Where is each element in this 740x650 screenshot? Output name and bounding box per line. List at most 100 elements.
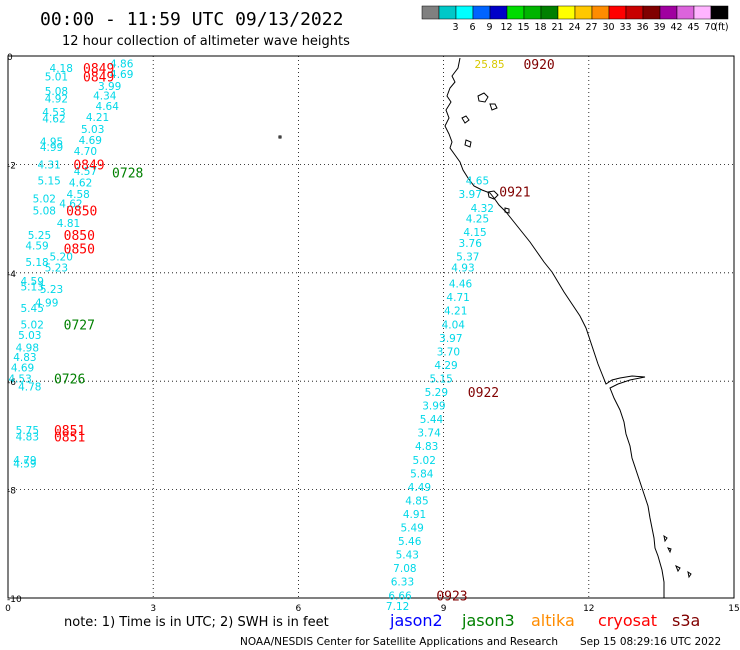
legend-label: (ft)	[714, 22, 728, 33]
swh-value: 4.69	[79, 135, 102, 147]
legend-swatch	[659, 5, 678, 20]
legend-label: 15	[517, 22, 529, 33]
swh-value: 4.86	[110, 59, 134, 71]
footer-credit: NOAA/NESDIS Center for Satellite Applica…	[240, 636, 558, 648]
island-2	[489, 103, 498, 111]
swh-value: 4.71	[446, 292, 469, 304]
y-tick-label: -10	[7, 595, 22, 605]
swh-value: 4.31	[37, 159, 60, 171]
map-frame: 0 3 6 9 12 15 0 -2 -4 -6 -8 -10	[5, 53, 740, 614]
swh-value: 4.18	[50, 63, 73, 75]
swh-value: 5.02	[33, 194, 56, 206]
swh-value: 4.04	[442, 319, 466, 331]
legend-swatch	[540, 5, 559, 20]
swh-value: 4.65	[466, 176, 489, 188]
swh-value: 6.33	[391, 577, 414, 589]
swh-value: 4.79	[13, 455, 36, 467]
legend-swatch	[489, 5, 508, 20]
coastline	[278, 57, 692, 598]
x-tick-label: 3	[150, 604, 156, 614]
legend-label: 30	[602, 22, 614, 33]
legend-swatch	[574, 5, 593, 20]
swh-value: 4.15	[463, 227, 486, 239]
island-6	[504, 207, 510, 214]
pass-time: 0728	[112, 167, 143, 182]
swh-value: 4.83	[13, 352, 36, 364]
legend-swatch	[591, 5, 610, 20]
island-1	[477, 92, 489, 103]
legend-label: 45	[687, 22, 699, 33]
swh-value: 4.62	[42, 113, 65, 125]
legend-label: 36	[636, 22, 648, 33]
sat-cryosat: cryosat	[598, 611, 657, 630]
pass-time: 0727	[64, 318, 95, 333]
pass-time: 0922	[468, 386, 499, 401]
island-9	[675, 564, 681, 573]
legend-label: 24	[568, 22, 580, 33]
y-tick-labels: 0 -2 -4 -6 -8 -10	[7, 53, 22, 605]
coastline-path	[444, 57, 665, 598]
legend-swatch	[710, 5, 729, 20]
swh-value: 4.58	[66, 189, 89, 201]
swh-value: 25.85	[475, 59, 505, 71]
swh-value: 4.32	[471, 203, 494, 215]
swh-value: 3.99	[422, 401, 445, 413]
swh-value: 4.57	[74, 166, 97, 178]
legend-swatch	[438, 5, 457, 20]
x-tick-label: 6	[296, 604, 302, 614]
swh-value: 4.59	[21, 276, 44, 288]
pass-time: 0850	[64, 242, 95, 257]
pass-time: 0850	[66, 204, 97, 219]
swh-value: 5.75	[16, 425, 39, 437]
swh-value: 5.08	[33, 205, 56, 217]
swh-value: 4.21	[86, 112, 109, 124]
swh-value: 3.97	[439, 333, 462, 345]
legend-swatch	[523, 5, 542, 20]
island-3	[461, 115, 470, 124]
swh-value: 5.02	[21, 319, 44, 331]
legend-label: 6	[469, 22, 475, 33]
pass-time: 0849	[83, 71, 114, 86]
footer-timestamp: Sep 15 08:29:16 UTC 2022	[580, 636, 721, 648]
pass-time: 0920	[523, 58, 554, 73]
swh-value: 5.13	[21, 281, 44, 293]
legend-swatch	[557, 5, 576, 20]
island-8	[667, 547, 672, 554]
swh-value: 4.70	[74, 146, 97, 158]
swh-value: 5.29	[425, 387, 448, 399]
legend-swatch	[642, 5, 661, 20]
pass-time: 0849	[73, 158, 104, 173]
swh-value: 5.01	[45, 72, 68, 84]
legend-swatch	[608, 5, 627, 20]
swh-value: 5.43	[396, 550, 419, 562]
swh-value: 4.69	[110, 69, 133, 81]
swh-value: 3.97	[459, 189, 482, 201]
legend-swatch	[506, 5, 525, 20]
legend-label: 39	[653, 22, 665, 33]
x-tick-label: 15	[728, 604, 739, 614]
pass-time: 0726	[54, 372, 85, 387]
pass-time: 0851	[54, 430, 85, 445]
legend-label: 42	[670, 22, 682, 33]
lat-lon-grid	[8, 56, 734, 598]
swh-value: 5.03	[81, 124, 104, 136]
pass-time: 0923	[436, 589, 467, 604]
swh-value: 5.44	[420, 414, 444, 426]
swh-value: 5.15	[37, 176, 60, 188]
swh-value: 5.84	[410, 468, 434, 480]
swh-value: 4.81	[57, 218, 80, 230]
legend-label: 12	[500, 22, 512, 33]
legend-label: 18	[534, 22, 546, 33]
island-4	[464, 139, 472, 148]
swh-value: 5.08	[45, 86, 68, 98]
swh-value: 4.62	[69, 177, 92, 189]
pass-time: 0921	[499, 186, 530, 201]
swh-value: 4.83	[16, 431, 39, 443]
swh-value: 4.69	[11, 363, 34, 375]
legend-swatch	[693, 5, 712, 20]
swh-value: 4.78	[18, 382, 41, 394]
legend-swatch	[472, 5, 491, 20]
swh-value: 5.03	[18, 330, 41, 342]
swh-value: 5.23	[40, 284, 63, 296]
y-tick-label: -2	[7, 161, 16, 171]
